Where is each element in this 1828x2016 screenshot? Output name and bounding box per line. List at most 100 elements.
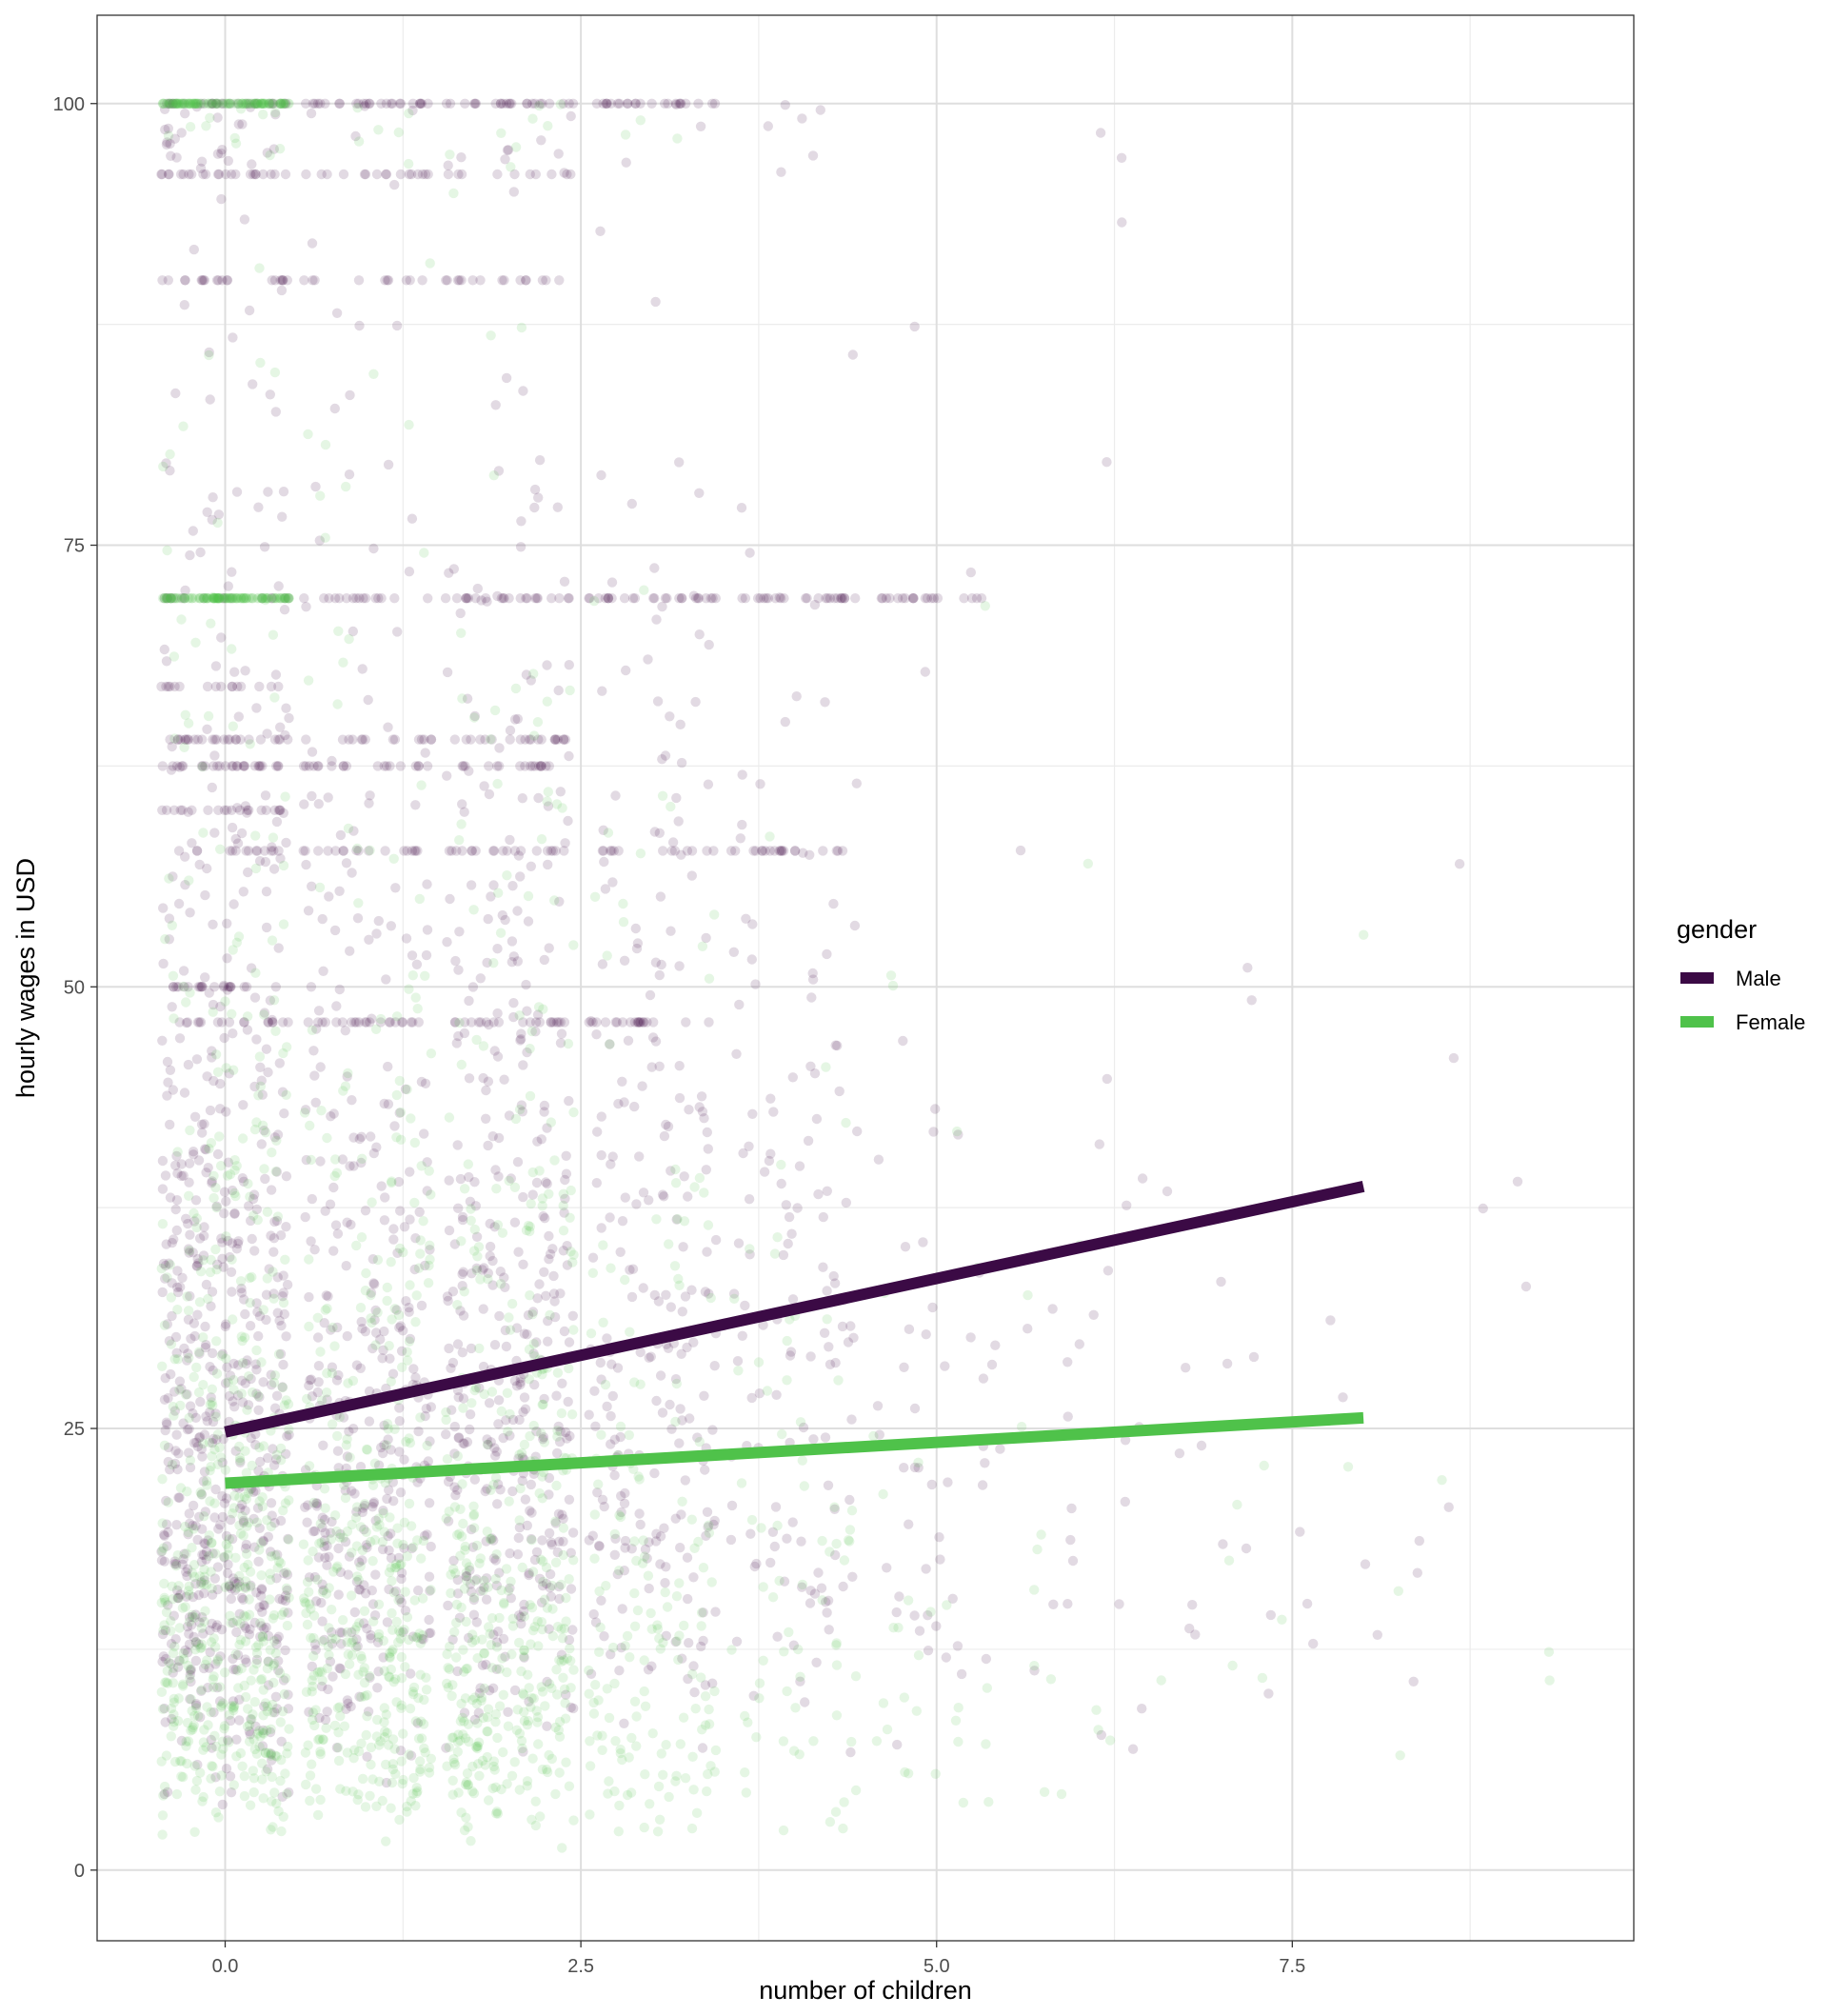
- data-point: [196, 761, 208, 771]
- data-point: [584, 1688, 594, 1699]
- data-point: [422, 1157, 432, 1168]
- data-point: [282, 1431, 292, 1442]
- data-point: [169, 593, 181, 604]
- data-point: [733, 1238, 745, 1248]
- data-point: [271, 1215, 283, 1227]
- data-point: [481, 1085, 491, 1096]
- data-point: [338, 846, 348, 856]
- data-point: [478, 1361, 489, 1372]
- data-point: [622, 1630, 633, 1642]
- data-point: [313, 761, 324, 771]
- data-point: [278, 919, 289, 929]
- data-point: [212, 98, 224, 110]
- data-point: [503, 1721, 514, 1731]
- data-point: [660, 98, 670, 110]
- data-point: [490, 1450, 501, 1461]
- data-point: [635, 98, 646, 110]
- data-point: [659, 1191, 669, 1202]
- data-point: [162, 1319, 172, 1329]
- data-point: [252, 98, 263, 110]
- data-point: [176, 128, 187, 138]
- data-point: [681, 98, 691, 110]
- data-point: [808, 1434, 819, 1445]
- data-point: [326, 1325, 336, 1335]
- data-point: [748, 846, 759, 856]
- data-point: [253, 1090, 264, 1101]
- data-point: [275, 1717, 286, 1727]
- data-point: [300, 1465, 311, 1475]
- data-point: [392, 1538, 403, 1549]
- data-point: [207, 1347, 218, 1359]
- data-point: [352, 843, 363, 854]
- data-point: [163, 123, 173, 134]
- data-point: [157, 1704, 169, 1714]
- data-point: [493, 1627, 504, 1637]
- data-point: [640, 1701, 651, 1712]
- data-point: [469, 1224, 480, 1235]
- data-point: [563, 1396, 573, 1407]
- data-point: [227, 805, 237, 815]
- data-point: [245, 1567, 256, 1577]
- data-point: [415, 1756, 426, 1766]
- data-point: [252, 1503, 264, 1513]
- data-point: [265, 389, 275, 400]
- data-point: [704, 973, 715, 984]
- data-point: [561, 1757, 571, 1767]
- data-point: [203, 1683, 213, 1693]
- data-point: [199, 1429, 210, 1440]
- data-point: [246, 1580, 256, 1591]
- data-point: [797, 1455, 807, 1466]
- data-point: [201, 1411, 211, 1422]
- data-point: [250, 1440, 261, 1450]
- data-point: [161, 1519, 172, 1529]
- data-point: [520, 761, 530, 771]
- data-point: [491, 1580, 502, 1591]
- data-point: [269, 1132, 280, 1143]
- data-point: [317, 913, 328, 925]
- data-point: [157, 169, 168, 180]
- data-point: [616, 1643, 626, 1653]
- data-point: [190, 1521, 201, 1531]
- data-point: [588, 1697, 599, 1708]
- data-point: [311, 1596, 322, 1607]
- data-point: [534, 1573, 546, 1585]
- data-point: [380, 275, 390, 286]
- data-point: [199, 1467, 210, 1477]
- data-point: [188, 1248, 198, 1258]
- data-point: [267, 1148, 277, 1158]
- data-point: [443, 160, 453, 170]
- data-point: [802, 593, 812, 604]
- data-point: [197, 982, 208, 992]
- data-point: [250, 1721, 261, 1732]
- data-point: [407, 1543, 417, 1554]
- data-point: [320, 1503, 330, 1513]
- data-point: [258, 1600, 268, 1610]
- data-point: [657, 601, 667, 612]
- data-point: [686, 1823, 698, 1834]
- data-point: [542, 1178, 552, 1189]
- data-point: [557, 1378, 567, 1389]
- data-point: [359, 169, 370, 180]
- data-point: [316, 1681, 328, 1692]
- data-point: [1117, 217, 1127, 228]
- data-point: [179, 593, 189, 604]
- data-point: [521, 593, 531, 604]
- data-point: [833, 1375, 844, 1386]
- data-point: [645, 989, 656, 1001]
- data-point: [274, 805, 286, 815]
- data-point: [250, 169, 261, 180]
- data-point: [420, 1410, 430, 1422]
- data-point: [225, 1370, 236, 1381]
- data-point: [539, 1100, 550, 1111]
- data-point: [342, 1217, 352, 1228]
- data-point: [521, 979, 531, 990]
- data-point: [474, 1558, 485, 1568]
- data-point: [650, 1536, 662, 1547]
- data-point: [210, 1049, 222, 1060]
- data-point: [1216, 1276, 1226, 1287]
- data-point: [189, 1330, 200, 1342]
- data-point: [191, 846, 203, 856]
- data-point: [175, 169, 187, 180]
- data-point: [776, 1159, 786, 1170]
- data-point: [278, 275, 288, 286]
